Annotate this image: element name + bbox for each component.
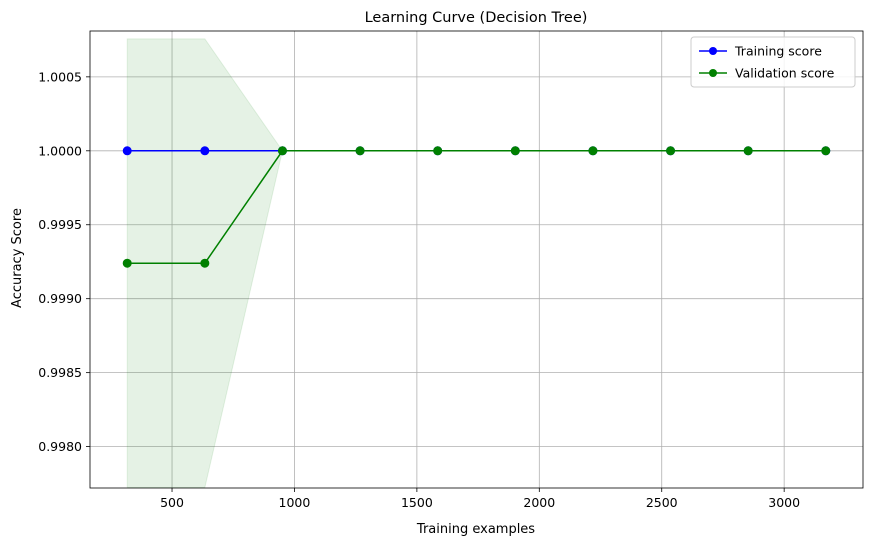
series-1-point <box>588 146 598 156</box>
y-tick-label: 1.0005 <box>38 69 82 84</box>
legend-0-swatch-marker <box>709 47 717 55</box>
y-tick-label: 0.9985 <box>38 365 82 380</box>
x-tick-label: 500 <box>160 495 184 510</box>
legend-1-label: Validation score <box>735 66 835 81</box>
series-1-point <box>510 146 520 156</box>
y-axis-title: Accuracy Score <box>10 208 25 308</box>
legend-0-label: Training score <box>734 44 822 59</box>
axes-frame <box>89 30 864 489</box>
series-1-line <box>127 150 826 264</box>
series-1-point <box>277 146 287 156</box>
x-tick-label: 2000 <box>523 495 555 510</box>
series-1-point <box>821 146 831 156</box>
legend-box <box>690 36 856 88</box>
y-tick-label: 0.9995 <box>38 217 82 232</box>
series-1-point <box>355 146 365 156</box>
x-tick-label: 1500 <box>401 495 433 510</box>
chart-title: Learning Curve (Decision Tree) <box>365 10 588 26</box>
x-tick-label: 1000 <box>279 495 311 510</box>
x-axis-title: Training examples <box>416 522 535 537</box>
series-0-point <box>200 146 210 156</box>
x-tick-label: 2500 <box>646 495 678 510</box>
series-1-point <box>122 258 132 268</box>
legend-1-swatch-marker <box>709 69 717 77</box>
series-1-point <box>666 146 676 156</box>
axes-background <box>90 31 863 488</box>
series-0-point <box>122 146 132 156</box>
series-1-point <box>200 258 210 268</box>
y-tick-label: 0.9990 <box>38 291 82 306</box>
x-tick-label: 3000 <box>768 495 800 510</box>
series-1-point <box>433 146 443 156</box>
y-tick-label: 0.9980 <box>38 439 82 454</box>
series-1-point <box>743 146 753 156</box>
y-tick-label: 1.0000 <box>38 143 82 158</box>
plot-area: 500 1000 1500 2000 2500 3000 0.9980 0.9985 0.999… <box>38 30 864 510</box>
legend: Training score Validation score <box>690 36 856 88</box>
